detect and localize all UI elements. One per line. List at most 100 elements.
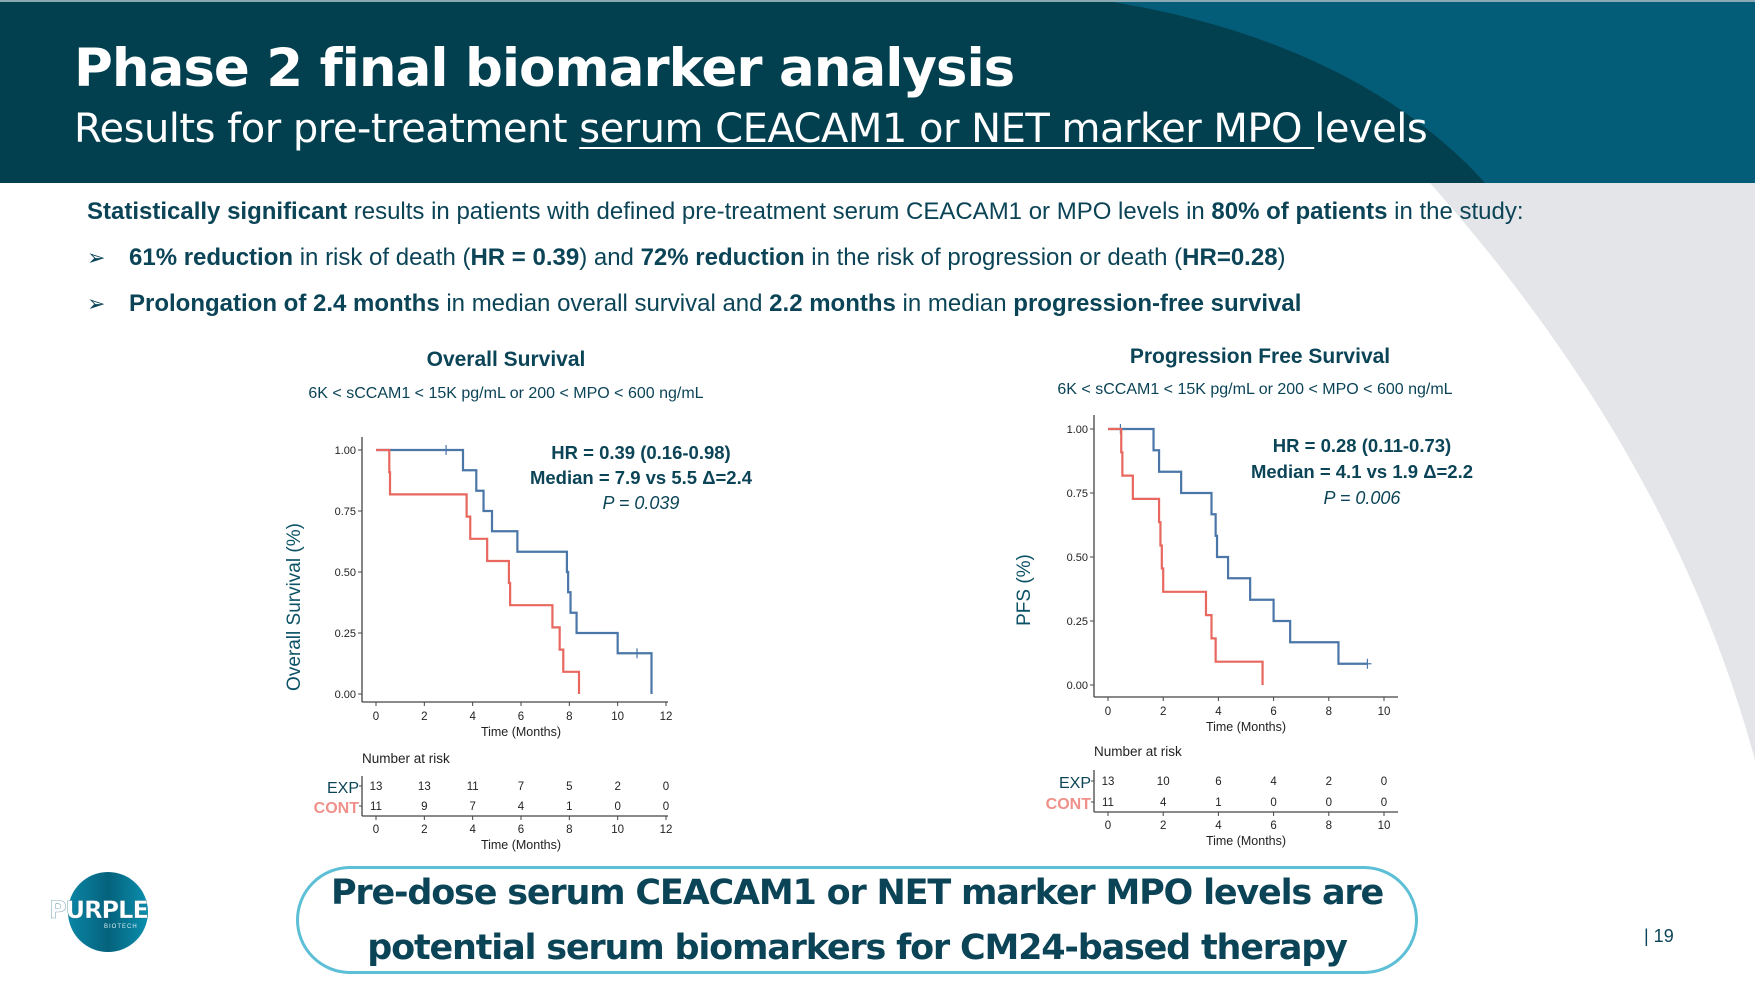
os-risk-x-tick-label: 6 <box>518 824 524 836</box>
os-y-tick-label: 0.75 <box>335 506 356 518</box>
pfs-risk-x-tick-label: 0 <box>1105 820 1111 832</box>
pfs-chart-title: Progression Free Survival <box>1129 345 1391 368</box>
os-risk-x-tick-label: 0 <box>373 824 379 836</box>
pfs-y-tick-label: 0.75 <box>1067 488 1088 500</box>
page-title: Phase 2 final biomarker analysis <box>74 38 1015 99</box>
os-risk-value: 1 <box>566 801 572 813</box>
subtitle-prefix: Results for pre-treatment <box>74 106 580 152</box>
pfs-y-tick-label: 0.00 <box>1067 680 1088 692</box>
logo-circle <box>68 872 148 952</box>
pfs-risk-value: 0 <box>1381 776 1387 788</box>
os-risk-value: 11 <box>467 781 479 793</box>
pfs-risk-value: 1 <box>1215 797 1221 809</box>
pfs-risk-value: 0 <box>1326 797 1332 809</box>
os-y-tick-label: 0.25 <box>335 628 356 640</box>
bullet-text: ) <box>1277 244 1286 271</box>
os-curve-cont <box>376 448 581 694</box>
os-curve-exp <box>376 448 653 694</box>
page-number: | 19 <box>1644 926 1674 946</box>
pfs-y-tick-label: 0.50 <box>1067 552 1088 564</box>
os-risk-value: 0 <box>614 801 620 813</box>
os-y-tick-label: 1.00 <box>335 445 356 457</box>
os-hr-annotation: HR = 0.39 (0.16-0.98) <box>551 442 730 463</box>
pfs-risk-row-label-cont: CONT <box>1046 796 1092 813</box>
header-dark-curve <box>0 0 1485 183</box>
os-p-annotation: P = 0.039 <box>603 493 680 513</box>
os-chart-subtitle: 6K < sCCAM1 < 15K pg/mL or 200 < MPO < 6… <box>308 385 704 402</box>
pfs-risk-value: 0 <box>1381 797 1387 809</box>
callout-line-1: Pre-dose serum CEACAM1 or NET marker MPO… <box>330 873 1384 913</box>
bullet-text: in the risk of progression or death ( <box>804 244 1183 271</box>
pfs-risk-value: 4 <box>1160 797 1167 809</box>
os-x-tick-label: 12 <box>660 711 673 723</box>
pfs-risk-x-axis-label: Time (Months) <box>1206 834 1286 848</box>
os-risk-x-axis-label: Time (Months) <box>481 838 561 852</box>
summary-intro: Statistically significant results in pat… <box>87 198 1524 226</box>
company-logo: PURPLE BIOTECH <box>46 868 156 958</box>
intro-text-2: in the study: <box>1387 198 1524 225</box>
os-median-annotation: Median = 7.9 vs 5.5 Δ=2.4 <box>530 467 753 488</box>
os-x-tick-label: 2 <box>421 711 427 723</box>
subtitle-underlined: serum CEACAM1 or NET marker MPO <box>579 106 1315 152</box>
conclusion-callout: Pre-dose serum CEACAM1 or NET marker MPO… <box>296 866 1418 974</box>
os-risk-value: 13 <box>418 781 431 793</box>
gray-arc-decoration <box>1430 183 1755 760</box>
pfs-x-tick-label: 8 <box>1326 706 1332 718</box>
pfs-y-tick-label: 1.00 <box>1067 424 1088 436</box>
pfs-risk-value: 4 <box>1270 776 1277 788</box>
pfs-hr-annotation: HR = 0.28 (0.11-0.73) <box>1273 435 1451 456</box>
os-risk-x-tick-label: 2 <box>421 824 427 836</box>
bullet-bold-text: HR=0.28 <box>1182 244 1278 271</box>
pfs-risk-x-tick-label: 6 <box>1270 820 1276 832</box>
bullet-text: in median <box>895 290 1014 317</box>
bullet-bold-text: 61% reduction <box>129 244 294 271</box>
logo-tagline: BIOTECH <box>104 924 138 930</box>
pfs-x-tick-label: 4 <box>1215 706 1222 718</box>
bullet-text: in median overall survival and <box>439 290 770 317</box>
pfs-risk-value: 10 <box>1157 776 1170 788</box>
arrowhead-bullet-icon: ➢ <box>87 291 106 316</box>
os-risk-value: 11 <box>370 801 382 813</box>
pfs-risk-table-title: Number at risk <box>1094 744 1182 759</box>
intro-bold: Statistically significant <box>87 198 348 225</box>
pfs-median-annotation: Median = 4.1 vs 1.9 Δ=2.2 <box>1251 461 1473 482</box>
bullet-bold-text: 2.2 months <box>769 290 896 317</box>
bullet-bold-text: Prolongation of 2.4 months <box>129 290 440 317</box>
pfs-risk-value: 11 <box>1102 797 1114 809</box>
subtitle-suffix: levels <box>1314 106 1428 152</box>
os-risk-value: 5 <box>566 781 572 793</box>
pfs-x-tick-label: 2 <box>1160 706 1166 718</box>
os-risk-value: 7 <box>469 801 475 813</box>
os-risk-value: 4 <box>518 801 525 813</box>
os-risk-x-tick-label: 8 <box>566 824 572 836</box>
bullet-text: ) and <box>579 244 641 271</box>
os-risk-value: 9 <box>421 801 427 813</box>
os-risk-value: 13 <box>370 781 383 793</box>
bullet-bold-text: HR = 0.39 <box>470 244 580 271</box>
os-risk-x-tick-label: 10 <box>611 824 624 836</box>
os-risk-value: 2 <box>614 781 620 793</box>
pfs-y-tick-label: 0.25 <box>1067 616 1088 628</box>
os-risk-value: 7 <box>518 781 524 793</box>
pfs-risk-value: 2 <box>1326 776 1332 788</box>
pfs-curve-cont <box>1108 427 1264 685</box>
pfs-chart-subtitle: 6K < sCCAM1 < 15K pg/mL or 200 < MPO < 6… <box>1057 381 1453 398</box>
pfs-x-tick-label: 10 <box>1378 706 1391 718</box>
bullet-bold-text: 72% reduction <box>640 244 805 271</box>
pfs-x-tick-label: 6 <box>1270 706 1276 718</box>
logo-text: PURPLE <box>49 896 149 924</box>
pfs-curve-exp <box>1108 427 1368 665</box>
os-risk-value: 0 <box>663 801 669 813</box>
bullet-text: in risk of death ( <box>293 244 471 271</box>
pfs-risk-x-tick-label: 4 <box>1215 820 1222 832</box>
pfs-risk-x-tick-label: 8 <box>1326 820 1332 832</box>
pfs-risk-value: 6 <box>1215 776 1221 788</box>
os-x-axis-label: Time (Months) <box>481 725 561 739</box>
pfs-risk-x-tick-label: 2 <box>1160 820 1166 832</box>
callout-line-2: potential serum biomarkers for CM24-base… <box>367 928 1348 968</box>
pfs-x-tick-label: 0 <box>1105 706 1111 718</box>
os-x-tick-label: 4 <box>469 711 476 723</box>
os-risk-row-label-cont: CONT <box>314 800 360 817</box>
